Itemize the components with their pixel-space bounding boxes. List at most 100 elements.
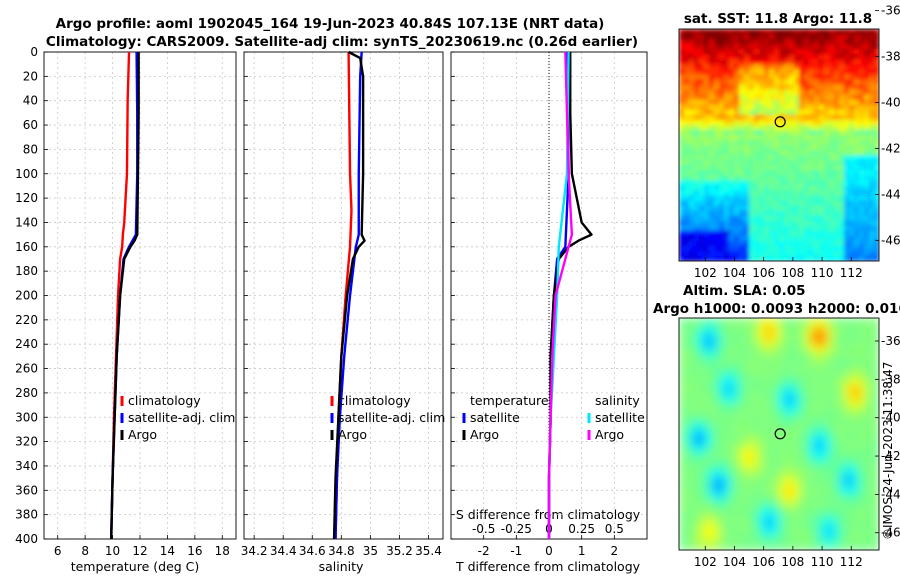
sst_map-cell (689, 129, 695, 136)
sla_map-cell (791, 363, 799, 371)
sst_map-cell (679, 139, 685, 146)
sst_map-cell (859, 29, 865, 35)
sst_map-cell (774, 104, 780, 111)
sst_map-cell (824, 235, 830, 242)
sla_map-cell (847, 453, 855, 461)
sst_map-cell (784, 129, 790, 136)
sst_map-cell (734, 200, 740, 207)
sst_map-cell (854, 104, 860, 111)
sla_map-cell (779, 537, 786, 545)
sst_map-cell (749, 195, 755, 202)
sst_map-cell (694, 205, 700, 212)
sst_map-cell (734, 220, 740, 227)
sla_map-cell (797, 440, 805, 448)
sst_map-cell (689, 230, 695, 237)
sla_map-cell (772, 485, 780, 493)
sla_map-cell (704, 537, 711, 545)
sst_map-cell (794, 240, 800, 247)
sst_map-cell (794, 104, 800, 111)
sst_map-cell (799, 195, 805, 202)
sst_map-cell (724, 119, 730, 126)
sst_map-cell (769, 79, 775, 86)
sst_map-cell (764, 99, 770, 106)
sla_map-cell (710, 453, 718, 461)
sst_map-cell (679, 170, 685, 176)
sst_map-cell (809, 34, 815, 40)
sst_map-cell (864, 84, 870, 91)
sla_map-cell (785, 363, 793, 371)
sst_map-cell (744, 240, 750, 247)
sst_map-cell (844, 200, 850, 207)
sst_map-cell (734, 79, 740, 86)
sst_map-cell (854, 99, 860, 106)
sla_map-cell (779, 459, 786, 467)
sst_map-cell (779, 134, 785, 141)
sst_map-cell (689, 190, 695, 197)
sla_map-cell (760, 356, 768, 364)
sla_map-cell (829, 446, 836, 454)
sla_map-cell (704, 498, 711, 506)
sla_map-cell (860, 537, 868, 545)
sst_map-cell (854, 134, 860, 141)
sst_map-cell (794, 155, 800, 161)
sst_map-cell (689, 134, 695, 141)
sst_map-cell (714, 195, 720, 202)
sla_map-cell (785, 382, 793, 390)
sst_map-cell (749, 94, 755, 101)
sla_map-cell (829, 453, 836, 461)
sst_map-cell (784, 165, 790, 171)
sla_map-cell (841, 401, 849, 409)
sst_map-cell (874, 64, 879, 70)
sst_map-cell (679, 230, 685, 237)
sla_map-cell (710, 330, 718, 338)
sla_map-cell (735, 472, 743, 480)
sla_map-cell (679, 492, 686, 500)
sst_map-cell (699, 215, 705, 222)
sla_map-cell (772, 343, 780, 351)
sst_map-cell (744, 29, 750, 35)
sst_map-cell (864, 119, 870, 126)
sla_map-cell (804, 318, 811, 326)
sst_map-cell (804, 89, 810, 96)
sst_map-cell (694, 74, 700, 81)
sst_map-cell (679, 235, 685, 242)
sla_map-cell (835, 369, 843, 377)
sst_map-cell (754, 119, 760, 126)
sst_map-cell (774, 185, 780, 191)
sst_map-cell (824, 44, 830, 50)
sst_map-cell (739, 84, 745, 91)
sst_map-cell (854, 250, 860, 257)
sst_map-cell (839, 180, 845, 186)
sla_map-cell (854, 376, 861, 384)
sst_map-cell (844, 210, 850, 217)
sla_map-cell (816, 524, 824, 532)
sla_map-cell (704, 401, 711, 409)
sla_map-cell (835, 498, 843, 506)
sst_map-cell (769, 210, 775, 217)
sst_map-cell (809, 59, 815, 65)
sst_map-cell (769, 180, 775, 186)
sst_map-cell (679, 119, 685, 126)
sst_map-cell (684, 44, 690, 50)
sst_map-cell (689, 84, 695, 91)
sst_map-cell (859, 59, 865, 65)
sst_map-cell (684, 250, 690, 257)
sst_map-cell (789, 104, 795, 111)
sst_map-cell (779, 225, 785, 232)
sla_map-cell (729, 504, 736, 512)
sla_map-cell (691, 530, 699, 538)
sla_map-cell (804, 543, 811, 550)
sst_map-cell (744, 79, 750, 86)
sst_map-cell (784, 59, 790, 65)
sst_map-cell (774, 255, 780, 261)
sst_map-cell (859, 240, 865, 247)
sla_map-cell (741, 318, 749, 326)
sst_map-cell (689, 54, 695, 60)
sst_map-cell (759, 39, 765, 45)
sst_map-cell (724, 74, 730, 81)
sla_map-cell (754, 498, 761, 506)
sst_map-cell (709, 230, 715, 237)
sla_map-cell (766, 504, 774, 512)
sst_map-cell (684, 134, 690, 141)
sla_map-cell (854, 343, 861, 351)
